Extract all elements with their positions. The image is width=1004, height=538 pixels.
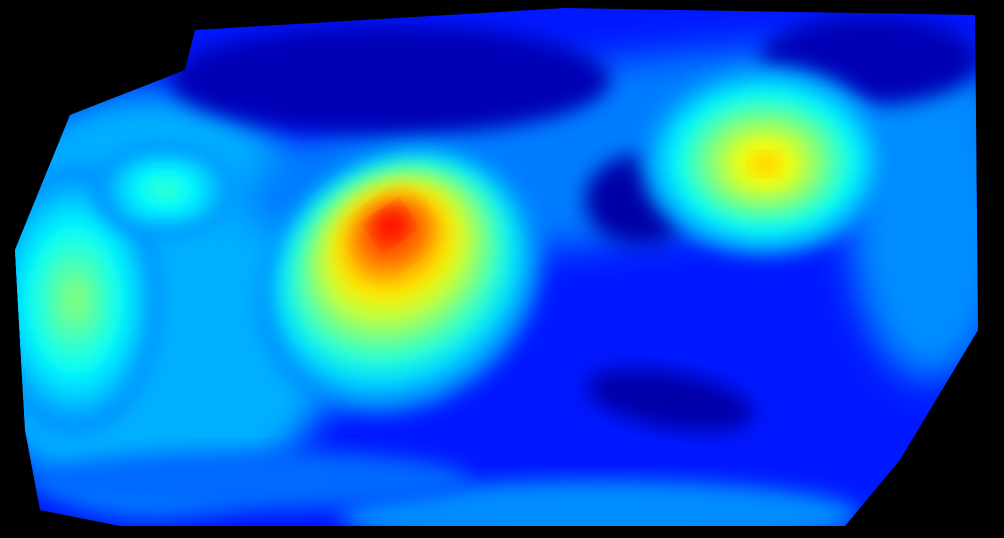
hotspot-ring [375,210,407,241]
lower-left-band-field [30,450,470,510]
right-edge-field [850,60,978,380]
right-lower-cold-pocket-0 [586,368,754,432]
hotspot-ring [157,185,173,195]
hotspot-ring [65,285,85,315]
bottom-band-field [340,480,860,526]
hotspot-left-lobe [15,165,160,435]
hotspot-ring [751,153,779,175]
hotspot-left-upper-lobe [95,145,235,235]
hotspot-right-upper-peak [640,65,890,255]
hotspot-central-ridge-peak [257,146,543,414]
top-cold-band-0 [170,25,610,135]
